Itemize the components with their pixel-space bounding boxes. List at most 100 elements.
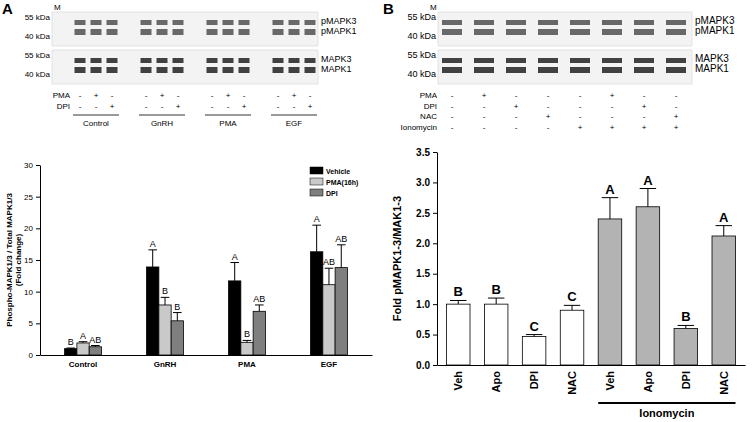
blot-band (91, 58, 102, 63)
blot-band (75, 29, 86, 35)
blot-band (157, 29, 168, 35)
treatment-label: Ionomycin (401, 123, 437, 132)
tick: 25 (24, 193, 40, 202)
bar (311, 252, 323, 355)
error-stem (572, 305, 573, 310)
error-cap (337, 244, 346, 245)
treatment-sign: - (451, 91, 454, 100)
tick-label: 2.0 (416, 238, 430, 249)
blot-membrane (52, 50, 318, 84)
treatment-sign: + (674, 123, 679, 132)
error-bar (79, 342, 88, 343)
blot-band (173, 67, 184, 73)
group-bracket (598, 402, 735, 404)
blot-band (305, 67, 316, 73)
error-cap (312, 225, 321, 226)
size-label: 40 kDa (25, 70, 51, 79)
blot-band (666, 20, 686, 25)
tick: PMA (238, 360, 256, 369)
tick-mark (433, 243, 437, 244)
blot-band (305, 29, 316, 35)
bar (484, 304, 508, 365)
blot-band (107, 58, 118, 63)
y-axis-title: (Fold change) (14, 233, 23, 286)
bar (253, 311, 265, 355)
error-cap (230, 262, 239, 263)
bar (335, 268, 347, 355)
bar (65, 349, 77, 355)
tick-label: NAC (566, 371, 578, 395)
significance-letter: C (567, 289, 577, 304)
band-label: MAPK1 (321, 64, 352, 74)
bar (147, 267, 159, 355)
blot-band (223, 20, 234, 25)
error-cap (79, 341, 88, 342)
axis-line (40, 166, 41, 356)
band-label: MAPK1 (695, 63, 729, 74)
bar (674, 328, 698, 365)
blot-band (91, 67, 102, 73)
significance-letter: B (681, 309, 690, 324)
error-stem (165, 297, 166, 305)
blot-band (141, 20, 152, 25)
y-axis: 0.00.51.01.52.02.53.03.5 (416, 147, 437, 371)
bar (598, 219, 622, 365)
error-stem (496, 298, 497, 304)
tick-label: 5 (29, 319, 34, 328)
significance-letter: B (68, 337, 74, 347)
error-stem (234, 263, 235, 281)
blot-band (207, 20, 218, 25)
size-label: 55 kDa (25, 51, 51, 60)
blot-band (141, 58, 152, 63)
tick-mark (36, 197, 40, 198)
error-stem (152, 250, 153, 267)
blot-band (305, 58, 316, 63)
error-cap (716, 225, 732, 226)
blot-band (666, 67, 686, 73)
treatment-sign: - (579, 91, 582, 100)
tick: Apo (490, 371, 502, 393)
treatment-sign: - (451, 102, 454, 111)
error-stem (341, 245, 342, 268)
tick: 1.5 (416, 268, 437, 279)
band-label: MAPK3 (321, 54, 352, 64)
treatment-sign: - (579, 112, 582, 121)
tick-mark (36, 323, 40, 324)
treatment-label: NAC (420, 112, 437, 121)
bar (171, 321, 183, 355)
tick-label: 30 (24, 161, 33, 170)
blot-band (239, 29, 250, 35)
blot-band (506, 20, 526, 25)
tick: 5 (29, 319, 40, 328)
blot-band (289, 29, 300, 35)
blot-band (602, 58, 622, 63)
treatment-label: PMA (53, 91, 71, 100)
blot-band (474, 58, 494, 63)
size-label: 40 kDa (407, 31, 436, 41)
tick: 0.5 (416, 329, 437, 340)
treatment-sign: + (642, 123, 647, 132)
tick: 0 (29, 351, 40, 360)
tick: NAC (718, 371, 730, 395)
blot-band (157, 58, 168, 63)
legend-label: DPI (326, 190, 338, 197)
significance-letter: AB (335, 234, 347, 244)
labels: BAAAABBABABBABAB (68, 214, 348, 347)
error-bar (488, 298, 504, 304)
blot-band (506, 29, 526, 35)
tick-label: GnRH (154, 360, 177, 369)
treatment-sign: - (515, 123, 518, 132)
blot-band (602, 67, 622, 73)
plot-area (65, 225, 348, 355)
tick-label: 1.5 (416, 268, 430, 279)
tick: 3.0 (416, 177, 437, 188)
tick: 0.0 (416, 360, 437, 371)
tick-label: 2.5 (416, 208, 430, 219)
error-bar (230, 263, 239, 281)
blot-band (141, 67, 152, 73)
significance-letter: B (174, 302, 180, 312)
blot-band (273, 58, 284, 63)
treatment-sign: + (226, 91, 231, 100)
error-cap (602, 197, 618, 198)
blot-band (173, 58, 184, 63)
